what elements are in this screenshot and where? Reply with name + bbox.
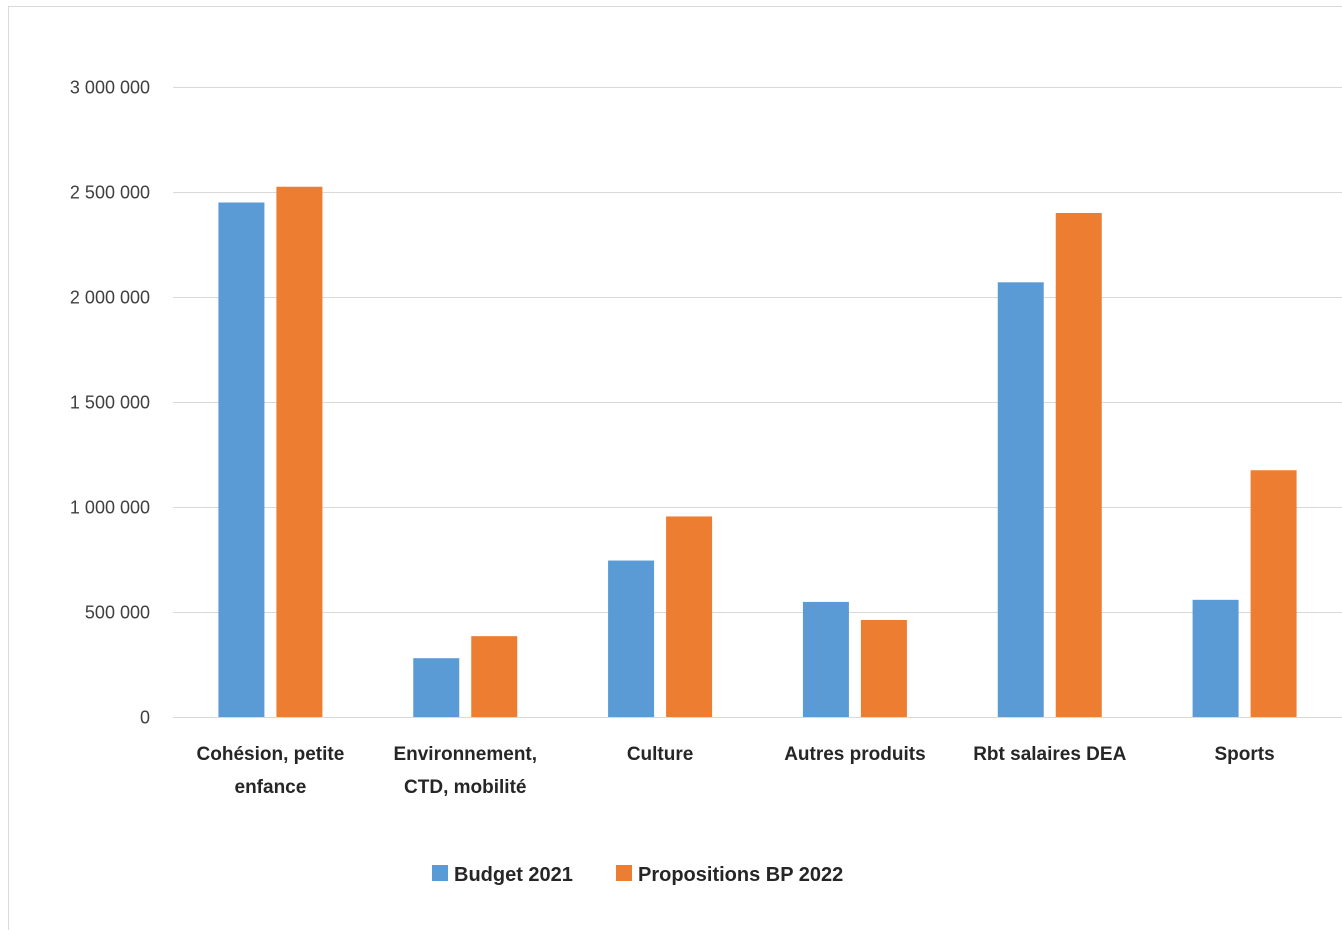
x-category-label-line: Environnement, (393, 744, 537, 765)
bar-propositions-bp-2022-4 (1056, 213, 1102, 717)
x-category-label-line: Cohésion, petite (197, 744, 345, 765)
y-tick-label: 500 000 (85, 603, 150, 623)
y-tick-label: 2 500 000 (70, 183, 150, 203)
x-category-label-line: Culture (627, 744, 694, 765)
y-tick-label: 1 000 000 (70, 498, 150, 518)
x-category-label: Culture (627, 744, 694, 765)
bar-propositions-bp-2022-1 (471, 636, 517, 717)
x-category-label: Sports (1214, 744, 1274, 765)
x-category-label-line: Autres produits (784, 744, 925, 765)
y-tick-label: 2 000 000 (70, 288, 150, 308)
bar-propositions-bp-2022-0 (276, 187, 322, 717)
bar-propositions-bp-2022-3 (861, 620, 907, 717)
legend-swatch-propositions-bp-2022 (616, 865, 632, 881)
y-tick-label: 0 (140, 708, 150, 728)
bar-budget-2021-4 (998, 282, 1044, 717)
x-category-label: Autres produits (784, 744, 925, 765)
chart-border (9, 7, 1342, 931)
legend-label-budget-2021: Budget 2021 (454, 864, 573, 886)
bar-propositions-bp-2022-5 (1251, 470, 1297, 717)
x-category-label-line: Rbt salaires DEA (973, 744, 1126, 765)
bar-budget-2021-0 (218, 203, 264, 718)
x-category-label-line: Sports (1214, 744, 1274, 765)
bar-budget-2021-2 (608, 561, 654, 717)
x-category-label-line: enfance (235, 777, 307, 798)
x-category-label: Rbt salaires DEA (973, 744, 1126, 765)
y-tick-label: 1 500 000 (70, 393, 150, 413)
bar-budget-2021-1 (413, 658, 459, 717)
x-category-label-line: CTD, mobilité (404, 777, 526, 798)
legend-swatch-budget-2021 (432, 865, 448, 881)
legend: Budget 2021 Propositions BP 2022 (432, 864, 843, 886)
bar-propositions-bp-2022-2 (666, 516, 712, 717)
bar-budget-2021-3 (803, 602, 849, 717)
y-tick-label: 3 000 000 (70, 78, 150, 98)
legend-label-propositions-bp-2022: Propositions BP 2022 (638, 864, 843, 886)
bar-budget-2021-5 (1193, 600, 1239, 717)
